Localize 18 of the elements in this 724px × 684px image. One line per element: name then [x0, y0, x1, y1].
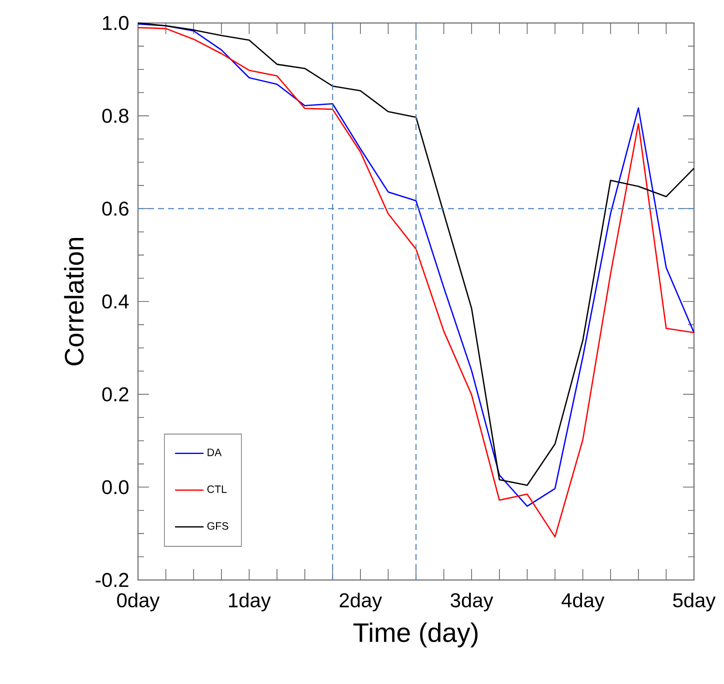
x-tick-label: 3day	[450, 592, 494, 612]
x-axis-title: Time (day)	[353, 622, 478, 648]
y-tick-label: 0.8	[102, 108, 128, 123]
legend-label: DA	[208, 448, 222, 456]
y-axis-title: Correlation	[64, 238, 84, 366]
y-tick-label: 0.6	[102, 202, 128, 216]
x-tick-label: 5day	[673, 592, 716, 612]
x-tick-label: 1day	[229, 592, 271, 612]
legend-label: GFS	[207, 522, 228, 530]
y-tick-label: 0.0	[102, 480, 128, 494]
y-tick-label: 0.4	[102, 294, 129, 309]
x-tick-label: 4day	[562, 592, 604, 612]
x-tick-label: 2day	[340, 592, 382, 612]
y-tick-label: 1.0	[103, 16, 128, 30]
legend-label: CTL	[207, 485, 227, 493]
y-tick-label: 0.2	[102, 387, 128, 402]
y-tick-label: -0.2	[96, 572, 128, 588]
x-tick-label: 0day	[117, 592, 160, 612]
